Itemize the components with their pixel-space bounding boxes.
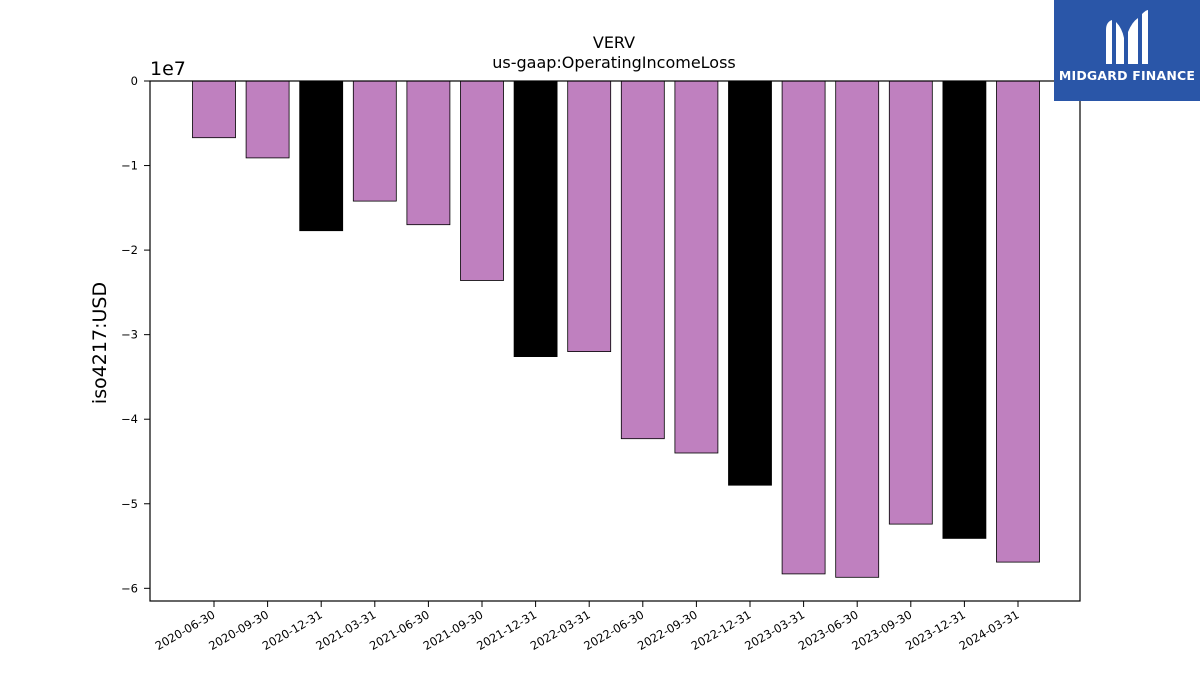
- x-tick-label: 2022-09-30: [635, 607, 700, 653]
- x-tick-label: 2021-06-30: [367, 607, 432, 653]
- bar-2023-12-31: [942, 80, 987, 539]
- y-offset-label: 1e7: [150, 58, 186, 80]
- chart-subtitle: us-gaap:OperatingIncomeLoss: [492, 53, 736, 72]
- x-tick-label: 2023-06-30: [796, 607, 861, 653]
- x-tick-label: 2020-09-30: [206, 607, 271, 653]
- y-tick-label: −6: [121, 581, 138, 595]
- bar-2020-09-30: [245, 80, 290, 159]
- bar-2023-03-31: [781, 80, 826, 575]
- x-tick-label: 2023-03-31: [742, 607, 807, 653]
- midgard-m-logo-icon: [1106, 10, 1148, 64]
- brand-name: MIDGARD FINANCE: [1058, 68, 1196, 83]
- y-axis-label: iso4217:USD: [89, 282, 111, 404]
- x-tick-label: 2023-12-31: [903, 607, 968, 653]
- x-tick-label: 2021-09-30: [421, 607, 486, 653]
- y-tick-label: −4: [121, 412, 138, 426]
- x-tick-label: 2022-06-30: [581, 607, 646, 653]
- bar-2020-12-31: [299, 80, 344, 232]
- y-tick-label: 0: [131, 74, 138, 88]
- x-tick-label: 2024-03-31: [957, 607, 1022, 653]
- x-tick-label: 2020-12-31: [260, 607, 325, 653]
- bar-2023-06-30: [835, 80, 880, 578]
- y-tick-label: −2: [121, 243, 138, 257]
- bars-layer: [192, 80, 1040, 578]
- bar-2021-09-30: [460, 80, 504, 281]
- bar-2022-06-30: [620, 80, 665, 440]
- x-tick-label: 2022-03-31: [528, 607, 593, 653]
- bar-2020-06-30: [192, 80, 236, 139]
- bar-2021-03-31: [352, 80, 397, 202]
- x-tick-label: 2021-03-31: [313, 607, 378, 653]
- y-tick-label: −5: [121, 497, 138, 511]
- brand-logo: MIDGARD FINANCE: [1054, 0, 1200, 101]
- x-tick-label: 2022-12-31: [689, 607, 754, 653]
- bar-2022-03-31: [567, 80, 612, 353]
- chart-title: VERV: [593, 33, 635, 52]
- bar-2022-12-31: [728, 80, 772, 486]
- plot-frame: [149, 80, 1081, 602]
- y-tick-label: −3: [121, 328, 138, 342]
- x-tick-label: 2021-12-31: [474, 607, 539, 653]
- bar-2022-09-30: [674, 80, 719, 454]
- x-tick-label: 2023-09-30: [849, 607, 914, 653]
- x-tick-label: 2020-06-30: [153, 607, 218, 653]
- bar-2024-03-31: [996, 80, 1040, 563]
- bar-2021-06-30: [406, 80, 451, 226]
- bar-2021-12-31: [513, 80, 558, 358]
- bar-2023-09-30: [888, 80, 933, 525]
- y-tick-label: −1: [121, 159, 138, 173]
